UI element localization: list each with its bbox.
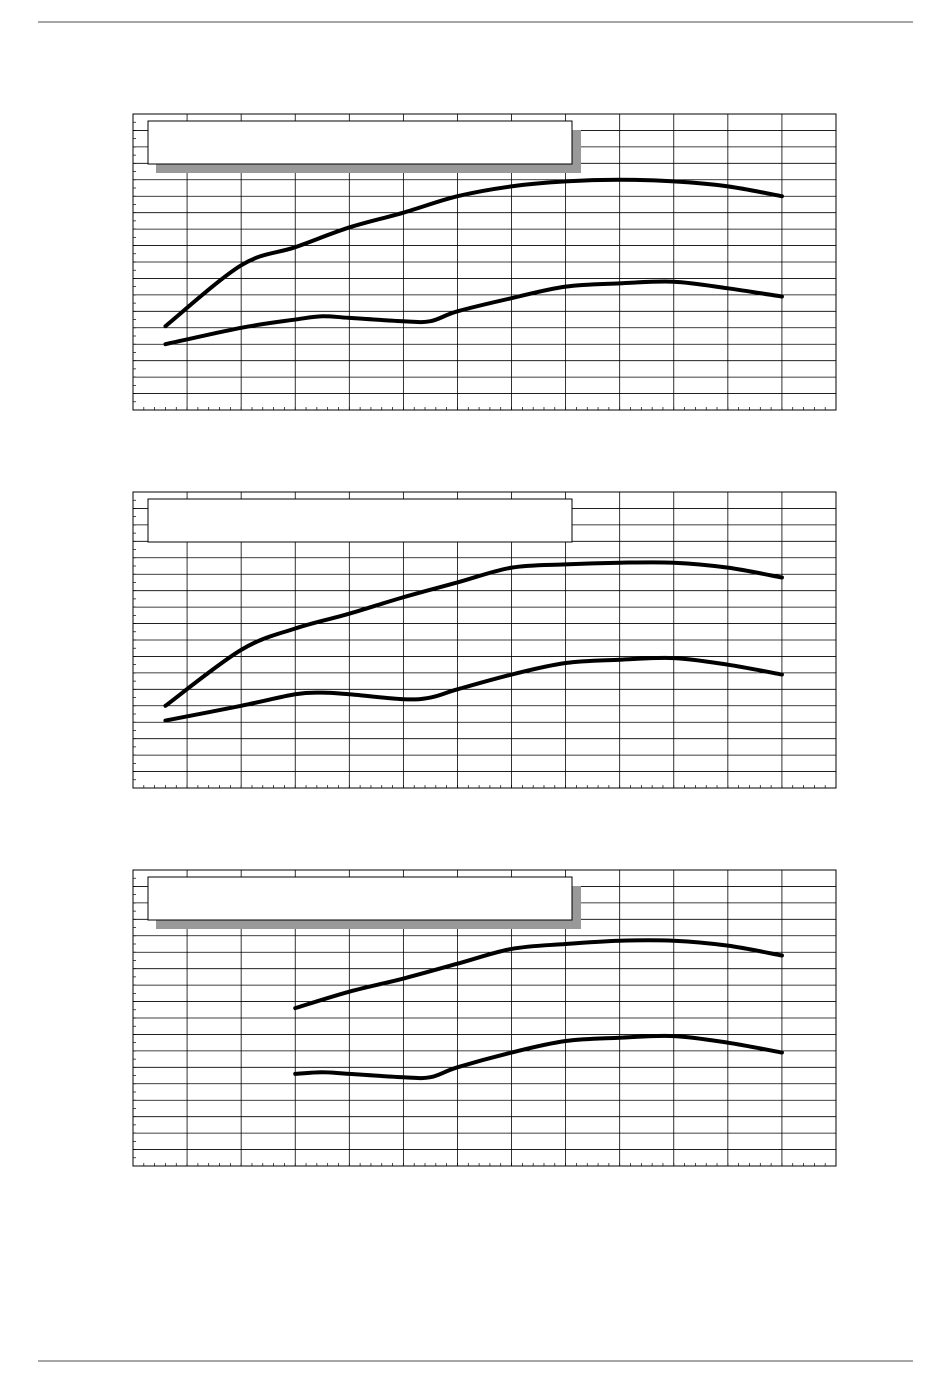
legend-box	[147, 498, 573, 543]
legend-box	[147, 120, 573, 165]
data-line	[293, 1033, 784, 1081]
data-line	[293, 938, 784, 1011]
data-line	[163, 177, 784, 329]
data-line	[163, 279, 784, 347]
data-line	[163, 560, 784, 708]
data-line	[163, 655, 784, 723]
legend-box	[147, 876, 573, 921]
